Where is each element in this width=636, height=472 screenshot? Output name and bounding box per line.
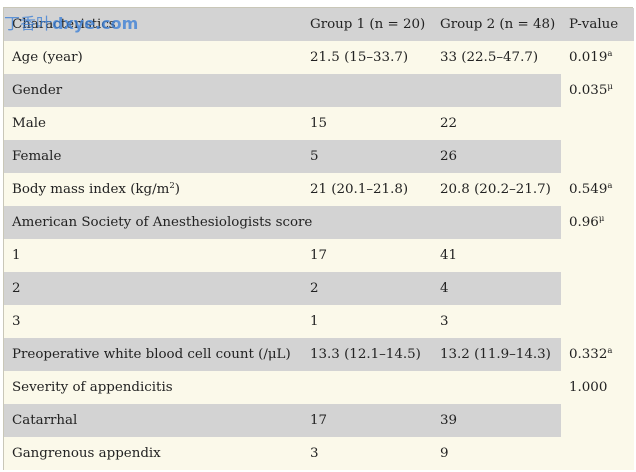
- group-1-value: [302, 206, 432, 239]
- group-2-value: 41: [432, 239, 561, 272]
- row-label: Age (year): [4, 41, 302, 74]
- group-1-value: 17: [302, 404, 432, 437]
- table-row-age: Age (year) 21.5 (15–33.7) 33 (22.5–47.7)…: [4, 41, 634, 74]
- p-value-number: 0.035: [569, 83, 608, 98]
- p-value-number: 0.96: [569, 215, 599, 230]
- table-row-severity: Severity of appendicitis 1.000: [4, 371, 634, 470]
- row-label: American Society of Anesthesiologists sc…: [4, 206, 312, 239]
- table-row-gender: Gender 0.035μ: [4, 74, 634, 173]
- group-2-value: 13.2 (11.9–14.3): [432, 338, 561, 371]
- group-1-value: 13.3 (12.1–14.5): [302, 338, 432, 371]
- group-2-value: 22: [432, 107, 561, 140]
- row-label: Gangrenous appendix: [4, 437, 302, 470]
- p-value-superscript: μ: [598, 214, 605, 224]
- group-1-value: 5: [302, 140, 432, 173]
- p-value-number: 0.549: [569, 182, 608, 197]
- group-2-value: 33 (22.5–47.7): [432, 41, 561, 74]
- data-table-container: Characteristics Group 1 (n = 20) Group 2…: [3, 7, 634, 470]
- table-row-gangrenous: Gangrenous appendix 3 9: [4, 437, 634, 470]
- group-2-value: [432, 371, 561, 404]
- row-label: Preoperative white blood cell count (/μL…: [4, 338, 302, 371]
- row-label: Female: [4, 140, 302, 173]
- group-2-value: 9: [432, 437, 561, 470]
- p-value: 0.332a: [561, 338, 634, 371]
- table-row-asa-1: 1 17 41: [4, 239, 634, 272]
- p-value-superscript: μ: [607, 82, 613, 92]
- header-characteristics: Characteristics: [4, 8, 302, 41]
- group-1-value: 15: [302, 107, 432, 140]
- p-value-superscript: a: [607, 181, 613, 191]
- group-2-value: [432, 206, 561, 239]
- group-2-value: 20.8 (20.2–21.7): [432, 173, 561, 206]
- p-value-number: 0.019: [569, 50, 608, 65]
- table-row-asa-3: 3 1 3: [4, 305, 634, 338]
- group-1-value: 21 (20.1–21.8): [302, 173, 432, 206]
- group-1-value: 3: [302, 437, 432, 470]
- table-row-female: Female 5 26: [4, 140, 634, 173]
- group-1-value: 2: [302, 272, 432, 305]
- p-value: 0.96μ: [561, 206, 634, 338]
- table-row-wbc: Preoperative white blood cell count (/μL…: [4, 338, 634, 371]
- row-label: Male: [4, 107, 302, 140]
- group-1-value: [302, 74, 432, 107]
- p-value-number: 0.332: [569, 347, 608, 362]
- row-label: Gender: [4, 74, 302, 107]
- p-value: 1.000: [561, 371, 634, 470]
- row-label: Catarrhal: [4, 404, 302, 437]
- row-label-end: ): [174, 182, 180, 197]
- row-label: Body mass index (kg/m2): [4, 173, 302, 206]
- header-p-value: P-value: [561, 8, 634, 41]
- row-label-superscript: 2: [169, 181, 175, 191]
- table-row-male: Male 15 22: [4, 107, 634, 140]
- p-value: 0.035μ: [561, 74, 634, 173]
- table-row-catarrhal: Catarrhal 17 39: [4, 404, 634, 437]
- table-row-asa: American Society of Anesthesiologists sc…: [4, 206, 634, 338]
- group-1-value: 21.5 (15–33.7): [302, 41, 432, 74]
- characteristics-table: Characteristics Group 1 (n = 20) Group 2…: [4, 8, 634, 470]
- p-value-superscript: a: [607, 346, 613, 356]
- row-label-text: Body mass index (kg/m: [12, 182, 170, 197]
- group-2-value: 3: [432, 305, 561, 338]
- p-value-superscript: a: [607, 49, 613, 59]
- table-header-row: Characteristics Group 1 (n = 20) Group 2…: [4, 8, 634, 41]
- group-1-value: [302, 371, 432, 404]
- group-2-value: 4: [432, 272, 561, 305]
- row-label: 1: [4, 239, 302, 272]
- p-value: 0.549a: [561, 173, 634, 206]
- group-1-value: 17: [302, 239, 432, 272]
- row-label: 3: [4, 305, 302, 338]
- p-value: 0.019a: [561, 41, 634, 74]
- header-group-2: Group 2 (n = 48): [432, 8, 561, 41]
- row-label: 2: [4, 272, 302, 305]
- group-2-value: 26: [432, 140, 561, 173]
- group-2-value: [432, 74, 561, 107]
- table-row-bmi: Body mass index (kg/m2) 21 (20.1–21.8) 2…: [4, 173, 634, 206]
- table-row-asa-2: 2 2 4: [4, 272, 634, 305]
- header-group-1: Group 1 (n = 20): [302, 8, 432, 41]
- group-2-value: 39: [432, 404, 561, 437]
- row-label: Severity of appendicitis: [4, 371, 302, 404]
- group-1-value: 1: [302, 305, 432, 338]
